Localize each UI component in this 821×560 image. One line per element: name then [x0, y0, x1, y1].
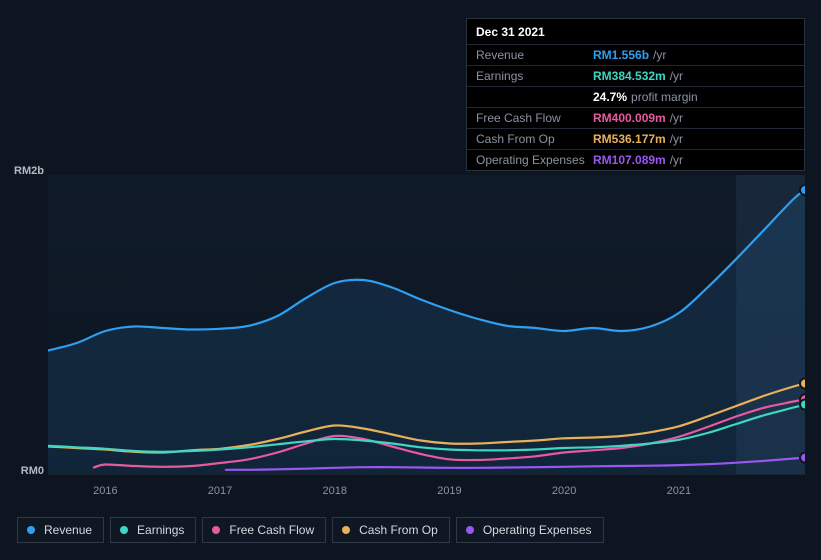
- tooltip-row-value: RM536.177m: [593, 132, 666, 146]
- tooltip-row: Cash From OpRM536.177m/yr: [467, 128, 804, 149]
- tooltip-row-label: Operating Expenses: [476, 153, 593, 167]
- legend-swatch: [120, 526, 128, 534]
- tooltip-row-label: Revenue: [476, 48, 593, 62]
- x-axis-tick: 2018: [322, 485, 346, 497]
- series-end-marker[interactable]: [800, 453, 805, 463]
- tooltip-row: Operating ExpensesRM107.089m/yr: [467, 149, 804, 170]
- tooltip-row: Free Cash FlowRM400.009m/yr: [467, 107, 804, 128]
- legend-label: Operating Expenses: [483, 523, 592, 537]
- legend-swatch: [466, 526, 474, 534]
- tooltip-row: RevenueRM1.556b/yr: [467, 44, 804, 65]
- legend-label: Earnings: [137, 523, 184, 537]
- tooltip-row-value: 24.7%: [593, 90, 627, 104]
- legend-item-operating-expenses[interactable]: Operating Expenses: [456, 517, 604, 543]
- series-end-marker[interactable]: [800, 379, 805, 389]
- tooltip-row-suffix: /yr: [653, 48, 666, 62]
- tooltip-row-suffix: /yr: [670, 153, 683, 167]
- tooltip-row: EarningsRM384.532m/yr: [467, 65, 804, 86]
- tooltip-row: 24.7% profit margin: [467, 86, 804, 107]
- tooltip-row-value: RM384.532m: [593, 69, 666, 83]
- x-axis-tick: 2020: [552, 485, 576, 497]
- tooltip-row-suffix: /yr: [670, 69, 683, 83]
- chart-plot-area[interactable]: [48, 175, 805, 475]
- tooltip-date: Dec 31 2021: [467, 19, 804, 44]
- legend-swatch: [27, 526, 35, 534]
- tooltip-row-label: Free Cash Flow: [476, 111, 593, 125]
- chart-legend: Revenue Earnings Free Cash Flow Cash From O…: [17, 517, 604, 543]
- legend-swatch: [212, 526, 220, 534]
- tooltip-row-suffix: /yr: [670, 132, 683, 146]
- x-axis-tick: 2019: [437, 485, 461, 497]
- legend-item-earnings[interactable]: Earnings: [110, 517, 196, 543]
- x-axis-tick: 2021: [667, 485, 691, 497]
- x-axis: 2016 2017 2018 2019 2020 2021: [48, 483, 805, 503]
- legend-item-cash-from-op[interactable]: Cash From Op: [332, 517, 450, 543]
- tooltip-row-suffix: /yr: [670, 111, 683, 125]
- y-axis-label: RM2b: [14, 165, 44, 177]
- x-axis-tick: 2016: [93, 485, 117, 497]
- series-end-marker[interactable]: [800, 400, 805, 410]
- legend-label: Free Cash Flow: [229, 523, 314, 537]
- tooltip-row-value: RM107.089m: [593, 153, 666, 167]
- legend-label: Cash From Op: [359, 523, 438, 537]
- legend-item-free-cash-flow[interactable]: Free Cash Flow: [202, 517, 326, 543]
- series-end-marker[interactable]: [800, 185, 805, 195]
- legend-label: Revenue: [44, 523, 92, 537]
- x-axis-tick: 2017: [208, 485, 232, 497]
- tooltip-row-suffix: profit margin: [631, 90, 698, 104]
- chart-tooltip: Dec 31 2021 RevenueRM1.556b/yrEarningsRM…: [466, 18, 805, 171]
- tooltip-row-value: RM400.009m: [593, 111, 666, 125]
- tooltip-row-label: Cash From Op: [476, 132, 593, 146]
- y-axis-label: RM0: [21, 465, 44, 477]
- tooltip-row-value: RM1.556b: [593, 48, 649, 62]
- tooltip-row-label: Earnings: [476, 69, 593, 83]
- legend-swatch: [342, 526, 350, 534]
- legend-item-revenue[interactable]: Revenue: [17, 517, 104, 543]
